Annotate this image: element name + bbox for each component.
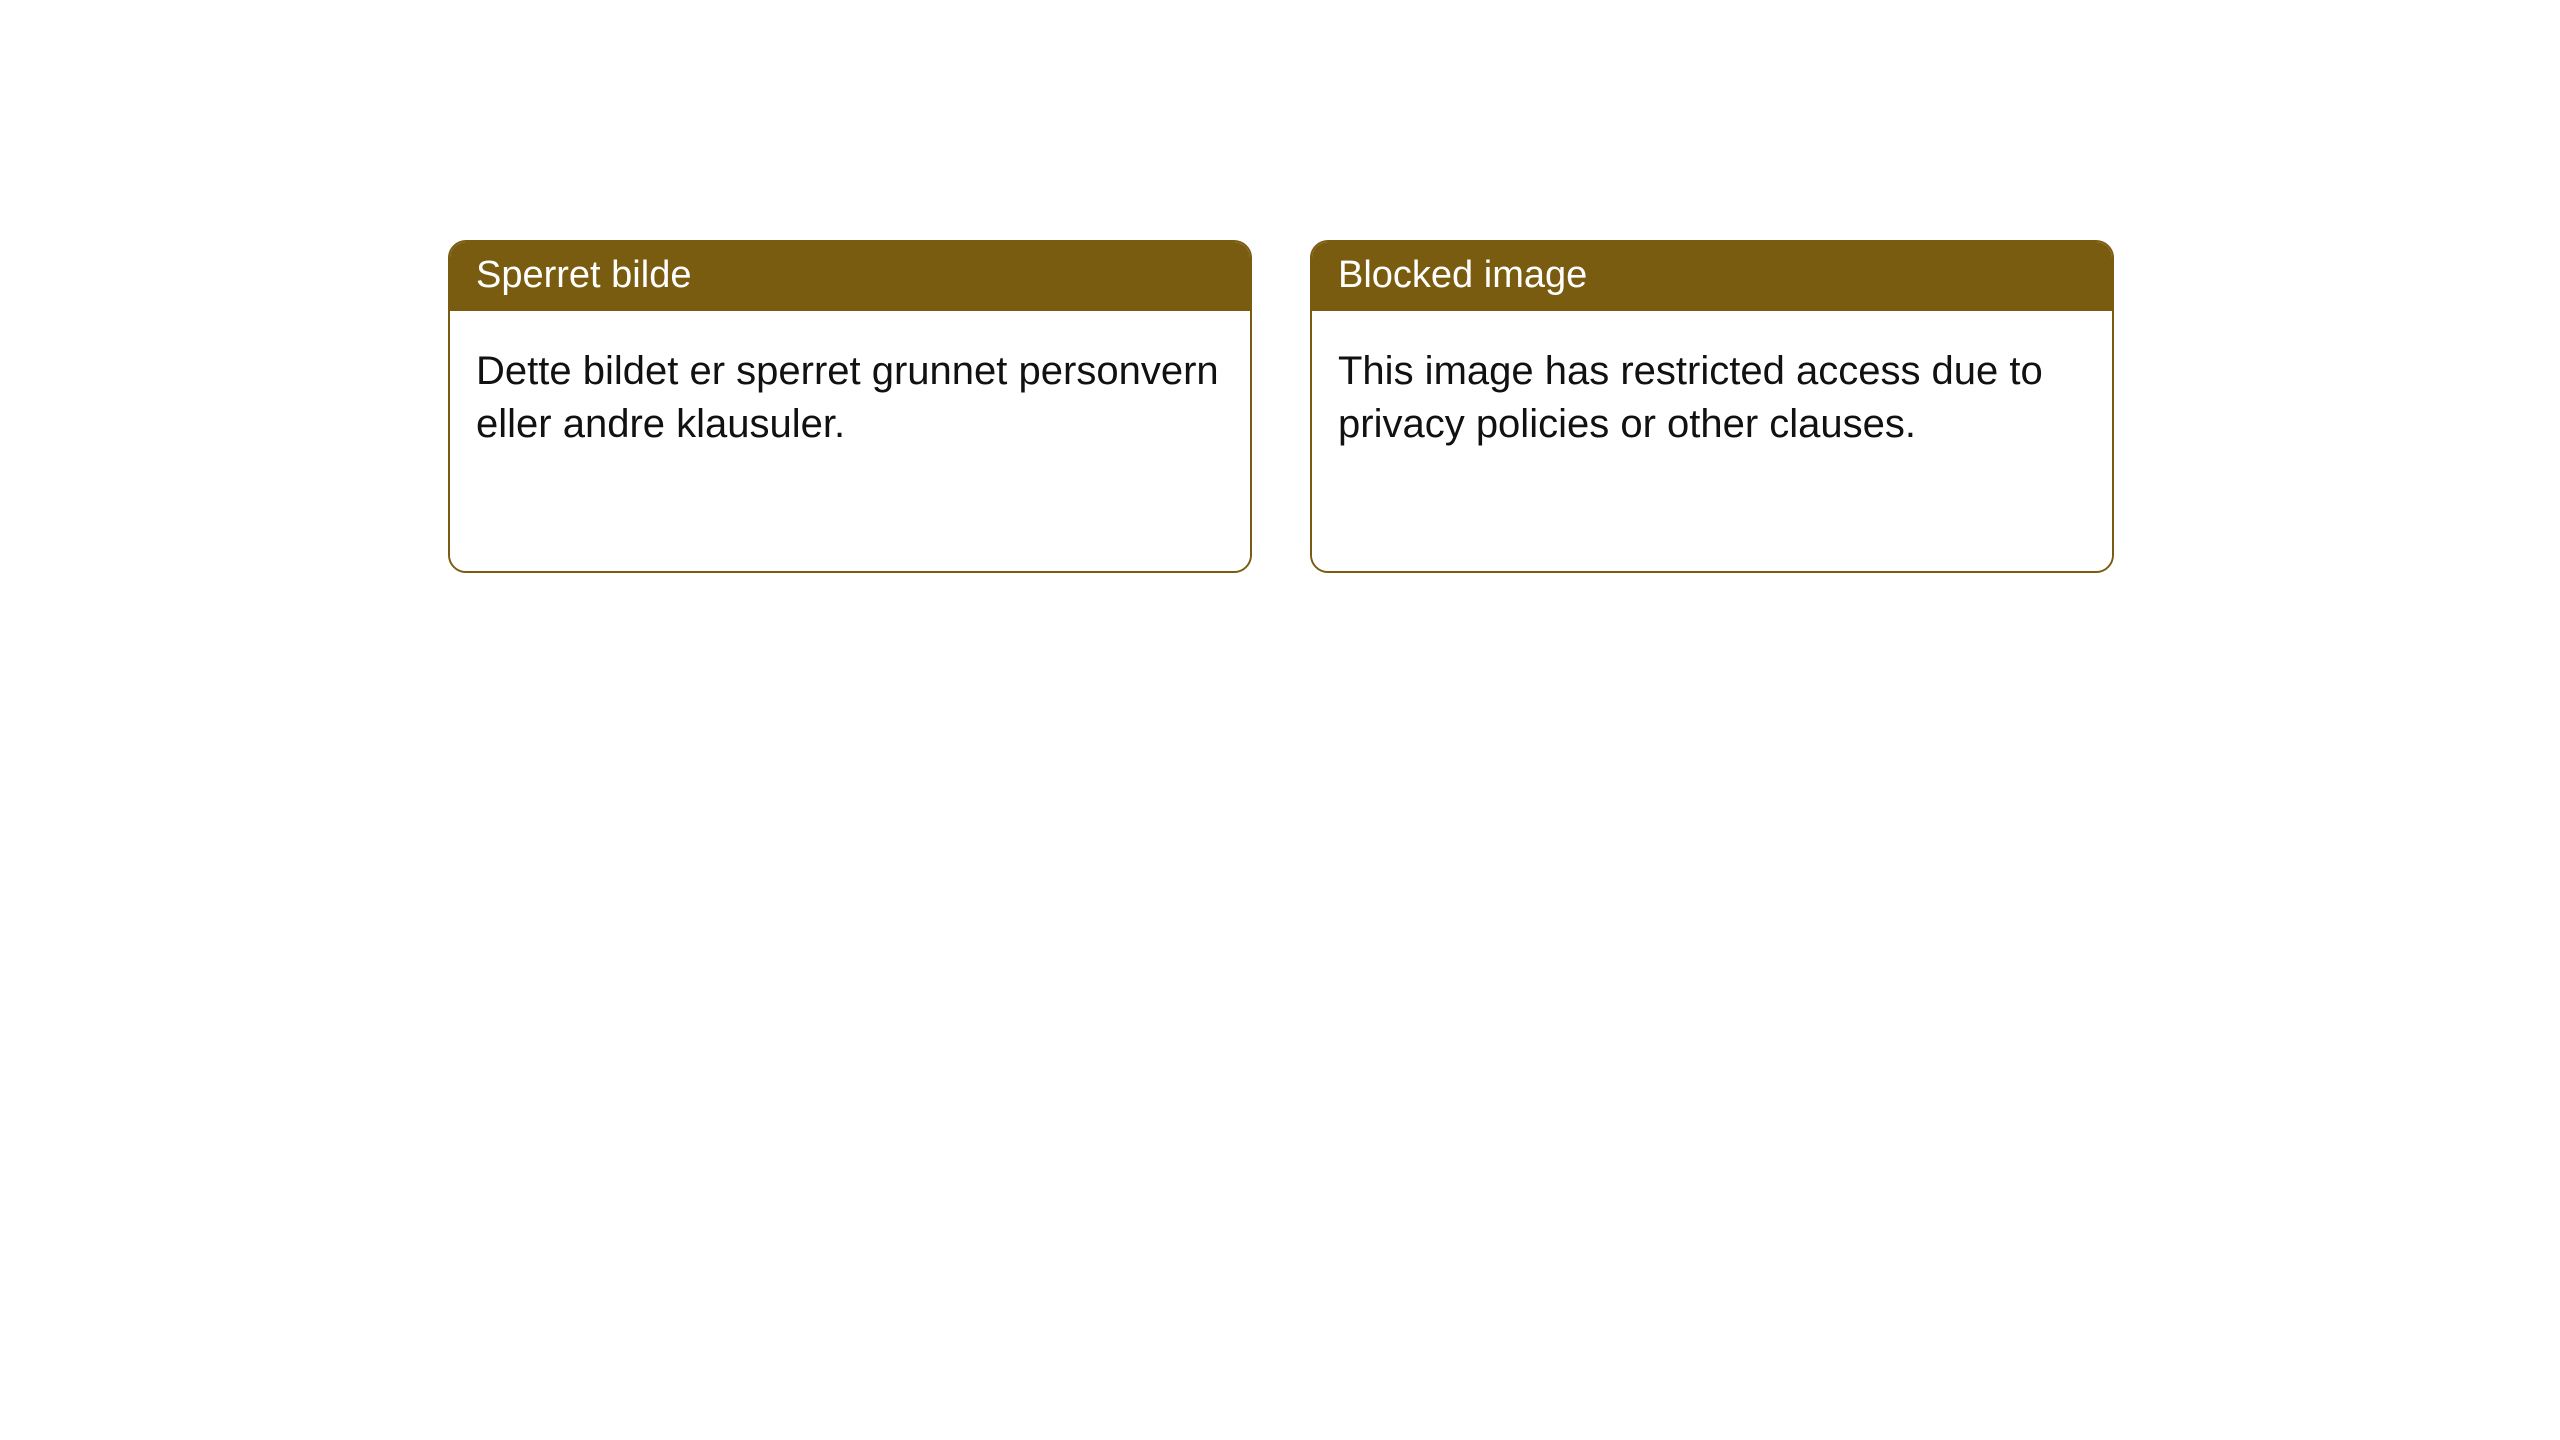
notice-card-english: Blocked image This image has restricted … bbox=[1310, 240, 2114, 573]
card-title: Sperret bilde bbox=[476, 254, 691, 296]
notice-card-norwegian: Sperret bilde Dette bildet er sperret gr… bbox=[448, 240, 1252, 573]
card-body-text: Dette bildet er sperret grunnet personve… bbox=[476, 349, 1219, 446]
card-header: Blocked image bbox=[1312, 242, 2112, 311]
notice-cards-row: Sperret bilde Dette bildet er sperret gr… bbox=[448, 240, 2114, 573]
card-header: Sperret bilde bbox=[450, 242, 1250, 311]
card-body: This image has restricted access due to … bbox=[1312, 311, 2112, 571]
card-title: Blocked image bbox=[1338, 254, 1587, 296]
card-body: Dette bildet er sperret grunnet personve… bbox=[450, 311, 1250, 571]
card-body-text: This image has restricted access due to … bbox=[1338, 349, 2043, 446]
